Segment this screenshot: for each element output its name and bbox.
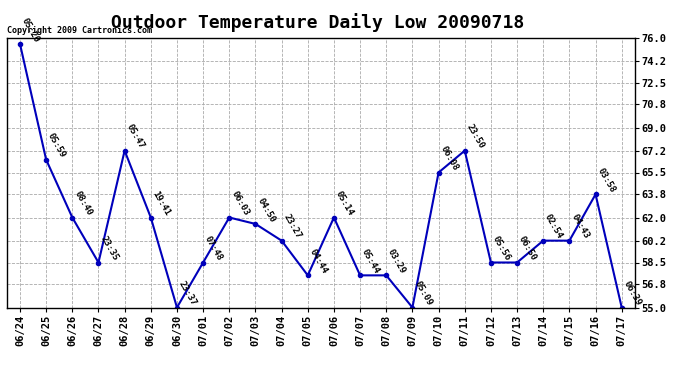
Text: 05:47: 05:47 [125,123,146,151]
Text: 03:58: 03:58 [595,166,617,194]
Text: 05:20: 05:20 [20,16,41,44]
Text: 02:54: 02:54 [543,213,564,241]
Text: 05:09: 05:09 [413,280,433,308]
Text: 05:56: 05:56 [491,235,512,262]
Text: 23:50: 23:50 [465,123,486,151]
Text: 05:44: 05:44 [360,248,382,275]
Text: 07:48: 07:48 [203,235,224,262]
Text: 23:37: 23:37 [177,280,198,308]
Text: 06:08: 06:08 [439,145,460,172]
Text: 06:50: 06:50 [517,235,538,262]
Text: 23:27: 23:27 [282,213,303,241]
Text: 03:29: 03:29 [386,248,408,275]
Text: 23:35: 23:35 [99,235,119,262]
Text: 05:59: 05:59 [46,132,68,160]
Text: 05:14: 05:14 [334,190,355,217]
Text: Outdoor Temperature Daily Low 20090718: Outdoor Temperature Daily Low 20090718 [111,13,524,32]
Text: 06:39: 06:39 [622,280,643,308]
Text: Copyright 2009 Cartronics.com: Copyright 2009 Cartronics.com [7,26,152,35]
Text: 19:41: 19:41 [151,190,172,217]
Text: 04:50: 04:50 [255,196,277,224]
Text: 06:03: 06:03 [229,190,250,217]
Text: 04:44: 04:44 [308,248,329,275]
Text: 08:40: 08:40 [72,190,94,217]
Text: 04:43: 04:43 [569,213,591,241]
